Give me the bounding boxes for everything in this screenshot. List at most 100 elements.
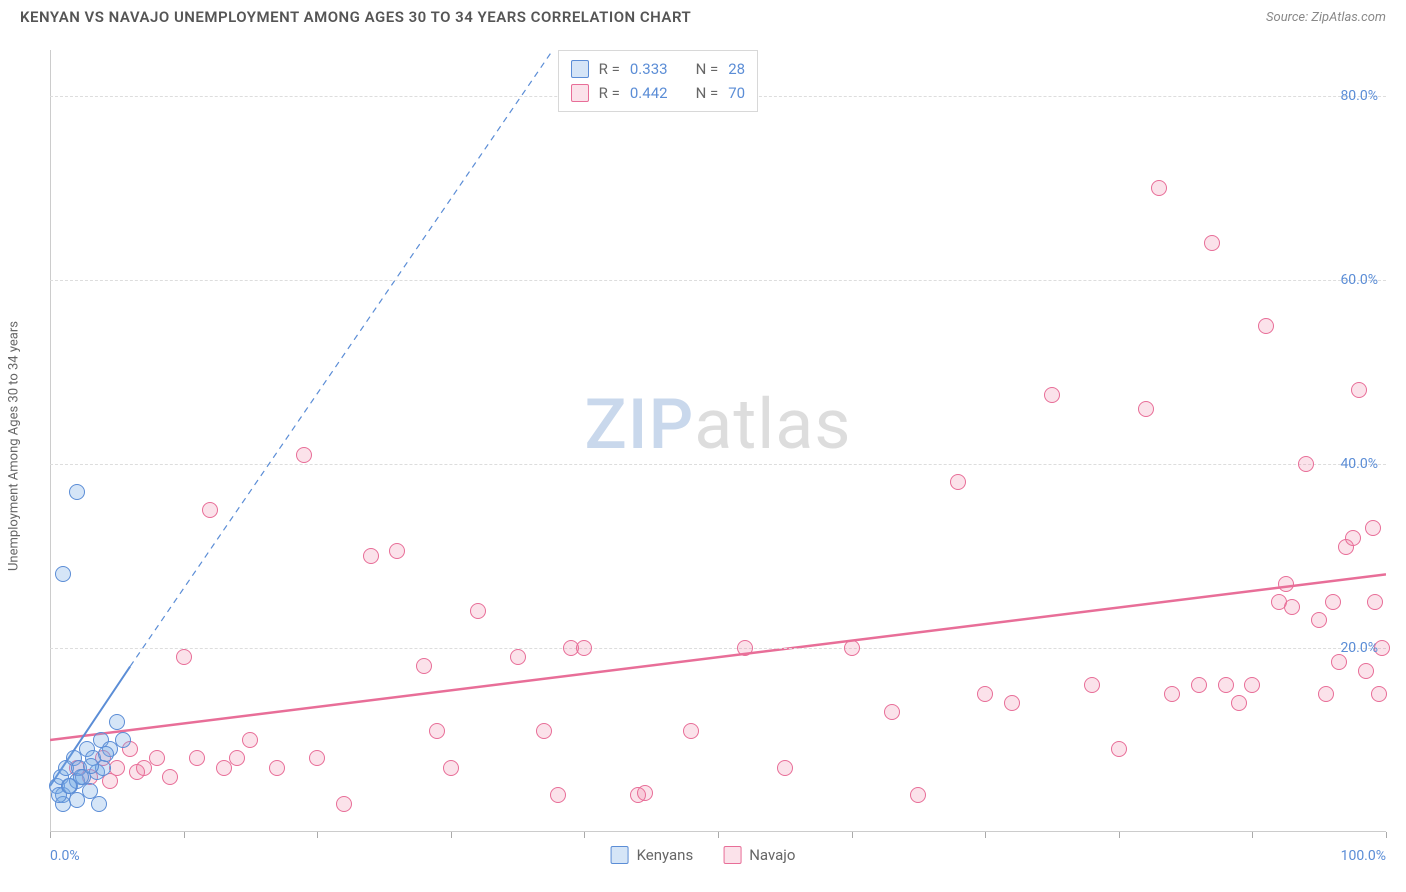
- data-point-navajo: [1044, 387, 1060, 403]
- corr-row-kenyans: R = 0.333 N = 28: [571, 57, 745, 81]
- data-point-navajo: [176, 649, 192, 665]
- data-point-navajo: [550, 787, 566, 803]
- chart-title: KENYAN VS NAVAJO UNEMPLOYMENT AMONG AGES…: [20, 8, 691, 26]
- data-point-navajo: [1258, 318, 1274, 334]
- chart-area: ZIPatlas R = 0.333 N = 28 R = 0.442 N = …: [50, 50, 1386, 832]
- y-tick-label: 60.0%: [1340, 272, 1378, 288]
- r-value-navajo: 0.442: [630, 81, 668, 105]
- data-point-navajo: [1004, 695, 1020, 711]
- data-point-navajo: [102, 773, 118, 789]
- data-point-navajo: [1371, 686, 1387, 702]
- data-point-navajo: [1204, 235, 1220, 251]
- x-tick: [1386, 832, 1387, 838]
- swatch-kenyans: [571, 60, 589, 78]
- data-point-kenyans: [109, 714, 125, 730]
- data-point-navajo: [1111, 741, 1127, 757]
- n-label: N =: [696, 57, 719, 81]
- x-tick: [584, 832, 585, 838]
- legend-label-navajo: Navajo: [749, 846, 795, 864]
- data-point-navajo: [443, 760, 459, 776]
- data-point-navajo: [1284, 599, 1300, 615]
- data-point-navajo: [309, 750, 325, 766]
- x-tick: [985, 832, 986, 838]
- data-point-navajo: [1151, 180, 1167, 196]
- data-point-navajo: [1358, 663, 1374, 679]
- data-point-kenyans: [55, 566, 71, 582]
- data-point-navajo: [1278, 576, 1294, 592]
- x-tick: [1252, 832, 1253, 838]
- data-point-navajo: [269, 760, 285, 776]
- legend-swatch-kenyans: [611, 846, 629, 864]
- data-point-navajo: [129, 764, 145, 780]
- data-point-navajo: [576, 640, 592, 656]
- gridline: [50, 280, 1386, 281]
- legend: Kenyans Navajo: [611, 846, 796, 864]
- data-point-navajo: [977, 686, 993, 702]
- data-point-kenyans: [69, 792, 85, 808]
- y-tick-label: 80.0%: [1340, 88, 1378, 104]
- x-tick: [184, 832, 185, 838]
- data-point-kenyans: [98, 746, 114, 762]
- x-tick: [718, 832, 719, 838]
- r-label: R =: [599, 81, 620, 105]
- n-value-kenyans: 28: [728, 57, 745, 81]
- data-point-navajo: [1244, 677, 1260, 693]
- legend-item-navajo: Navajo: [723, 846, 795, 864]
- data-point-kenyans: [91, 796, 107, 812]
- data-point-navajo: [242, 732, 258, 748]
- data-point-navajo: [1331, 654, 1347, 670]
- y-axis-label: Unemployment Among Ages 30 to 34 years: [7, 321, 22, 571]
- data-point-navajo: [950, 474, 966, 490]
- trend-lines: [50, 50, 1386, 832]
- data-point-navajo: [336, 796, 352, 812]
- plot-region: [50, 50, 1386, 832]
- corr-row-navajo: R = 0.442 N = 70: [571, 81, 745, 105]
- legend-label-kenyans: Kenyans: [637, 846, 694, 864]
- x-tick: [852, 832, 853, 838]
- source-label: Source: ZipAtlas.com: [1266, 10, 1386, 25]
- data-point-navajo: [363, 548, 379, 564]
- data-point-navajo: [844, 640, 860, 656]
- data-point-navajo: [389, 543, 405, 559]
- data-point-navajo: [1084, 677, 1100, 693]
- y-tick-label: 40.0%: [1340, 456, 1378, 472]
- x-tick: [317, 832, 318, 838]
- data-point-navajo: [189, 750, 205, 766]
- gridline: [50, 464, 1386, 465]
- data-point-navajo: [1298, 456, 1314, 472]
- data-point-navajo: [1231, 695, 1247, 711]
- data-point-navajo: [296, 447, 312, 463]
- data-point-navajo: [202, 502, 218, 518]
- n-label: N =: [696, 81, 719, 105]
- data-point-kenyans: [83, 758, 99, 774]
- x-tick: [1119, 832, 1120, 838]
- r-value-kenyans: 0.333: [630, 57, 668, 81]
- data-point-navajo: [1311, 612, 1327, 628]
- data-point-navajo: [737, 640, 753, 656]
- data-point-navajo: [1345, 530, 1361, 546]
- x-tick: [50, 832, 51, 838]
- data-point-navajo: [416, 658, 432, 674]
- y-tick-label: 20.0%: [1340, 640, 1378, 656]
- data-point-navajo: [1138, 401, 1154, 417]
- x-tick-min: 0.0%: [50, 848, 80, 864]
- data-point-navajo: [1325, 594, 1341, 610]
- data-point-navajo: [229, 750, 245, 766]
- data-point-kenyans: [69, 484, 85, 500]
- data-point-navajo: [1164, 686, 1180, 702]
- data-point-navajo: [1218, 677, 1234, 693]
- legend-item-kenyans: Kenyans: [611, 846, 694, 864]
- data-point-navajo: [149, 750, 165, 766]
- data-point-navajo: [884, 704, 900, 720]
- gridline: [50, 648, 1386, 649]
- data-point-navajo: [1318, 686, 1334, 702]
- data-point-kenyans: [115, 732, 131, 748]
- x-tick-max: 100.0%: [1341, 848, 1386, 864]
- data-point-navajo: [510, 649, 526, 665]
- data-point-navajo: [910, 787, 926, 803]
- swatch-navajo: [571, 84, 589, 102]
- r-label: R =: [599, 57, 620, 81]
- n-value-navajo: 70: [728, 81, 745, 105]
- legend-swatch-navajo: [723, 846, 741, 864]
- data-point-navajo: [470, 603, 486, 619]
